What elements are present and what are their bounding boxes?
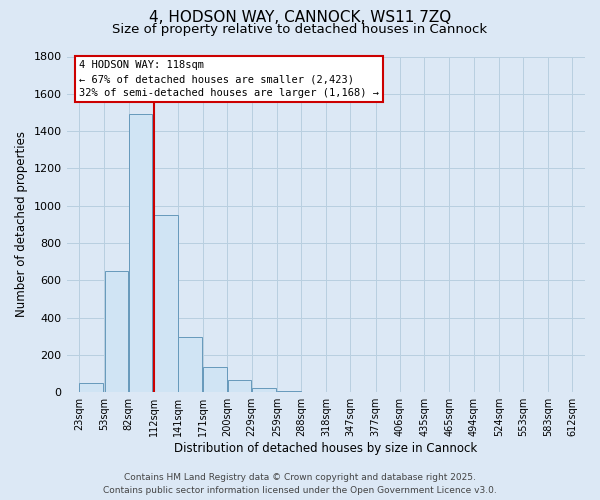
Bar bbox=[203, 367, 227, 392]
Bar bbox=[129, 114, 152, 392]
Bar bbox=[178, 336, 202, 392]
Text: Contains HM Land Registry data © Crown copyright and database right 2025.
Contai: Contains HM Land Registry data © Crown c… bbox=[103, 474, 497, 495]
Bar bbox=[104, 271, 128, 392]
Bar bbox=[154, 215, 178, 392]
Bar bbox=[79, 384, 103, 392]
Text: 4, HODSON WAY, CANNOCK, WS11 7ZQ: 4, HODSON WAY, CANNOCK, WS11 7ZQ bbox=[149, 10, 451, 25]
Bar bbox=[252, 388, 275, 392]
Y-axis label: Number of detached properties: Number of detached properties bbox=[15, 132, 28, 318]
Bar bbox=[227, 380, 251, 392]
Bar bbox=[277, 390, 301, 392]
Text: 4 HODSON WAY: 118sqm
← 67% of detached houses are smaller (2,423)
32% of semi-de: 4 HODSON WAY: 118sqm ← 67% of detached h… bbox=[79, 60, 379, 98]
X-axis label: Distribution of detached houses by size in Cannock: Distribution of detached houses by size … bbox=[174, 442, 478, 455]
Text: Size of property relative to detached houses in Cannock: Size of property relative to detached ho… bbox=[112, 22, 488, 36]
